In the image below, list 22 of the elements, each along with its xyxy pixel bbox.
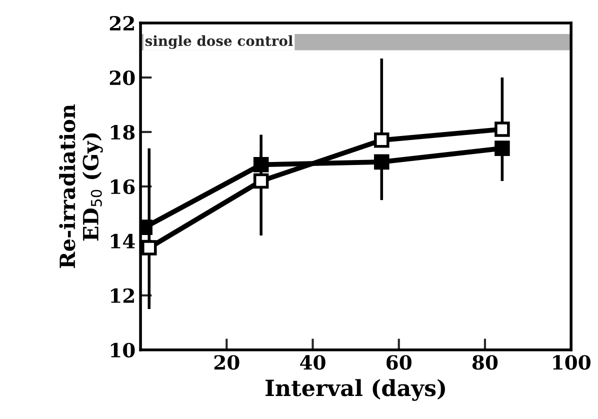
x-tick-label: 60 [386, 355, 412, 370]
x-tick-label: 20 [214, 355, 240, 370]
y-tick-label: 18 [110, 124, 135, 140]
x-tick-label: 80 [472, 355, 498, 370]
point [374, 132, 390, 148]
y-tick-label: 22 [110, 16, 134, 30]
point [494, 140, 510, 156]
y-tick-label: 20 [110, 70, 135, 86]
y-tick-label: 10 [110, 342, 135, 358]
band-label: single dose control [145, 35, 293, 49]
point [253, 157, 269, 172]
x-tick-label: 100 [553, 355, 590, 370]
y-tick-label: 14 [110, 234, 135, 248]
x-axis-title: Interval (days) [266, 379, 445, 401]
y-tick-label: 12 [110, 288, 134, 303]
y-axis-title: Re-irradiation ED$_{50}$ (Gy) [59, 104, 103, 268]
point [374, 154, 390, 170]
y-tick-label: 16 [110, 179, 135, 194]
point [253, 173, 269, 189]
point [494, 122, 510, 137]
point [142, 240, 157, 256]
x-tick-label: 40 [300, 355, 326, 370]
